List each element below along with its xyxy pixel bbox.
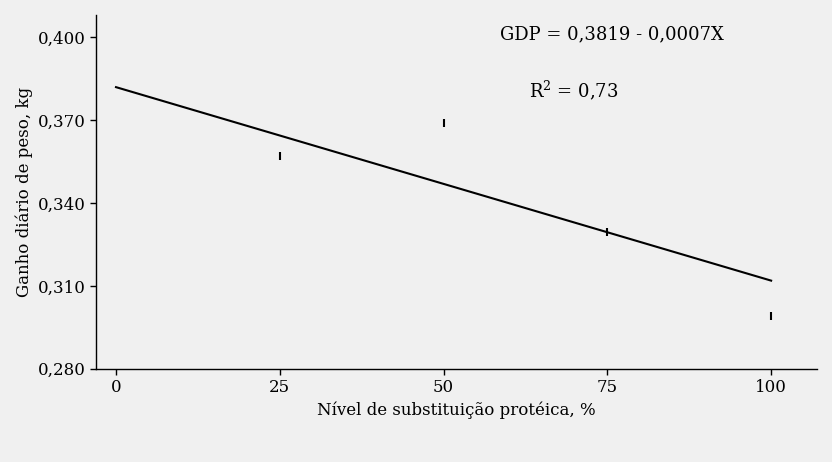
Text: GDP = 0,3819 - 0,0007X: GDP = 0,3819 - 0,0007X [500, 25, 724, 43]
Text: R$^2$ = 0,73: R$^2$ = 0,73 [529, 79, 618, 102]
Y-axis label: Ganho diário de peso, kg: Ganho diário de peso, kg [15, 87, 32, 297]
X-axis label: Nível de substituição protéica, %: Nível de substituição protéica, % [317, 402, 596, 419]
